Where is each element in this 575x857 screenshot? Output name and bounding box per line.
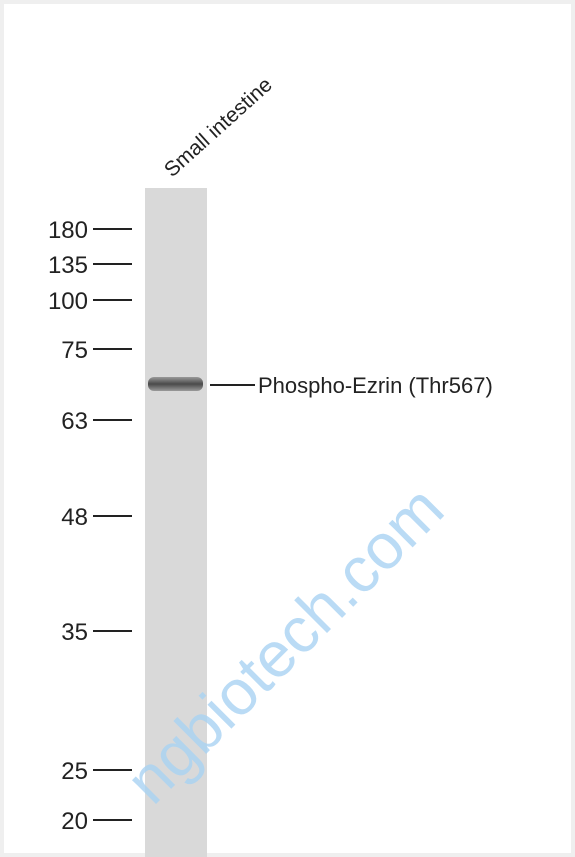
marker-label: 48 (61, 504, 88, 531)
marker-label: 180 (48, 217, 88, 244)
marker-label: 20 (61, 808, 88, 835)
marker-label: 75 (61, 337, 88, 364)
marker-label: 135 (48, 252, 88, 279)
blot-figure: Small intestine Phospho-Ezrin (Thr567) 1… (0, 0, 575, 857)
marker-label: 35 (61, 619, 88, 646)
page: Small intestine Phospho-Ezrin (Thr567) 1… (0, 0, 575, 857)
marker-label: 63 (61, 408, 88, 435)
marker-label: 25 (61, 758, 88, 785)
band (148, 377, 203, 391)
band-label: Phospho-Ezrin (Thr567) (258, 373, 493, 398)
marker-label: 100 (48, 288, 88, 315)
